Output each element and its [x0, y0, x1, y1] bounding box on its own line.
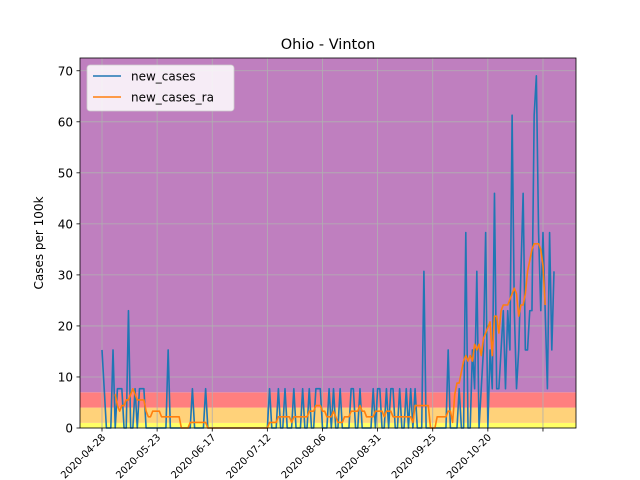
x-tick-label: 2020-04-28 — [59, 432, 108, 480]
y-tick-label: 60 — [58, 115, 73, 129]
y-tick-label: 0 — [65, 422, 73, 436]
y-tick-label: 20 — [58, 319, 73, 333]
x-tick-label: 2020-07-12 — [225, 432, 274, 480]
x-tick-label: 2020-09-25 — [390, 432, 439, 480]
y-tick-label: 70 — [58, 64, 73, 78]
threshold-bands — [80, 58, 576, 428]
y-axis-label: Cases per 100k — [32, 196, 46, 289]
legend: new_cases new_cases_ra — [86, 64, 235, 112]
x-tick-label: 2020-08-06 — [280, 432, 329, 480]
legend-label-new-cases-ra: new_cases_ra — [131, 91, 214, 105]
x-tick-label: 2020-08-31 — [335, 432, 384, 480]
chart-title: Ohio - Vinton — [281, 37, 376, 53]
legend-box — [86, 64, 235, 112]
plot-frame — [79, 57, 577, 429]
band-0 — [80, 422, 576, 428]
legend-label-new-cases: new_cases — [131, 70, 196, 84]
x-tick-label: 2020-10-20 — [445, 432, 494, 480]
x-tick-label: 2020-05-23 — [114, 432, 163, 480]
y-tick-label: 10 — [58, 370, 73, 384]
y-tick-label: 50 — [58, 166, 73, 180]
y-axis: 0 10 20 30 40 50 60 70 — [58, 64, 80, 436]
x-tick-label: 2020-06-17 — [169, 432, 218, 480]
y-tick-label: 40 — [58, 217, 73, 231]
x-axis: 2020-04-28 2020-05-23 2020-06-17 2020-07-12… — [59, 428, 544, 480]
y-tick-label: 30 — [58, 268, 73, 282]
